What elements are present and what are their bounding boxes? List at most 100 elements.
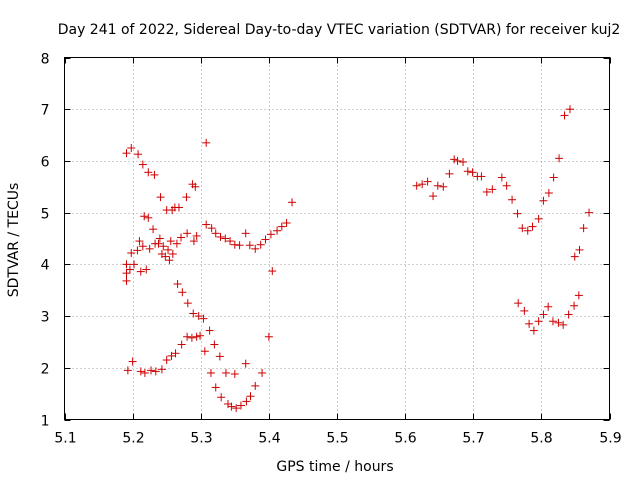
data-point: [157, 365, 166, 374]
data-point: [192, 332, 201, 341]
data-point: [187, 333, 196, 342]
x-tick-label: 5.2: [122, 431, 144, 447]
y-tick-label: 3: [41, 310, 50, 326]
data-point: [585, 208, 594, 217]
data-point: [539, 196, 548, 205]
data-point: [468, 168, 477, 177]
data-point: [149, 225, 158, 234]
data-point: [534, 214, 543, 223]
data-point: [445, 169, 454, 178]
y-tick-labels: 1 2 3 4 5 6 7 8: [41, 52, 50, 430]
data-point: [140, 368, 149, 377]
x-tick-label: 5.6: [394, 431, 416, 447]
data-point: [433, 181, 442, 190]
y-axis-label: SDTVAR / TECUs: [6, 183, 22, 298]
data-point: [241, 359, 250, 368]
data-point: [502, 181, 511, 190]
data-point: [570, 252, 579, 261]
y-tick-label: 2: [41, 362, 50, 378]
data-point: [554, 318, 563, 327]
data-point: [549, 173, 558, 182]
data-point: [128, 357, 137, 366]
data-point: [178, 288, 187, 297]
data-point: [167, 351, 176, 360]
data-point: [129, 260, 138, 269]
data-point: [217, 393, 226, 402]
data-point: [482, 187, 491, 196]
data-point: [520, 306, 529, 315]
data-point: [463, 167, 472, 176]
data-point: [242, 397, 251, 406]
data-point: [548, 317, 557, 326]
data-point: [560, 111, 569, 120]
data-point: [138, 160, 147, 169]
data-point: [227, 402, 236, 411]
data-point: [172, 239, 181, 248]
y-tick-label: 5: [41, 207, 50, 223]
data-point: [423, 177, 432, 186]
data-point: [122, 260, 131, 269]
data-point: [142, 265, 151, 274]
data-point: [206, 368, 215, 377]
data-point: [277, 222, 286, 231]
x-tick-label: 5.4: [258, 431, 280, 447]
data-points: [122, 105, 594, 413]
data-point: [514, 299, 523, 308]
data-point: [529, 326, 538, 335]
x-tick-label: 5.8: [530, 431, 552, 447]
data-point: [574, 291, 583, 300]
data-point: [236, 401, 245, 410]
data-point: [230, 240, 239, 249]
data-point: [151, 367, 160, 376]
data-point: [258, 368, 267, 377]
data-point: [565, 105, 574, 114]
data-point: [439, 182, 448, 191]
data-point: [575, 245, 584, 254]
data-point: [127, 248, 136, 257]
data-point: [150, 170, 159, 179]
data-point: [182, 193, 191, 202]
data-point: [226, 237, 235, 246]
data-point: [544, 188, 553, 197]
data-point: [450, 155, 459, 164]
data-point: [513, 209, 522, 218]
y-tick-label: 8: [41, 52, 50, 68]
data-point: [164, 245, 173, 254]
data-point: [144, 213, 153, 222]
data-point: [230, 369, 239, 378]
data-point: [215, 352, 224, 361]
data-point: [168, 250, 177, 259]
data-point: [125, 265, 134, 274]
data-point: [183, 299, 192, 308]
data-point: [122, 149, 131, 158]
data-point: [251, 244, 260, 253]
x-axis-label: GPS time / hours: [276, 459, 393, 475]
data-point: [166, 237, 175, 246]
data-point: [202, 220, 211, 229]
data-point: [518, 224, 527, 233]
data-point: [127, 144, 136, 152]
data-point: [245, 241, 254, 250]
data-point: [156, 193, 165, 202]
data-point: [429, 192, 438, 201]
x-tick-label: 5.9: [599, 431, 621, 447]
x-tick-label: 5.3: [190, 431, 212, 447]
data-point: [205, 326, 214, 335]
data-point: [232, 404, 241, 413]
data-point: [165, 256, 174, 265]
data-point: [171, 349, 180, 358]
data-point: [174, 203, 183, 212]
data-point: [261, 235, 270, 244]
data-point: [211, 383, 220, 392]
data-point: [564, 310, 573, 319]
data-point: [136, 367, 145, 376]
data-point: [555, 154, 564, 163]
data-point: [207, 224, 216, 233]
data-point: [202, 138, 211, 147]
data-point: [459, 157, 468, 166]
data-point: [235, 241, 244, 250]
data-point: [183, 332, 192, 341]
data-point: [140, 212, 149, 221]
data-point: [544, 302, 553, 311]
